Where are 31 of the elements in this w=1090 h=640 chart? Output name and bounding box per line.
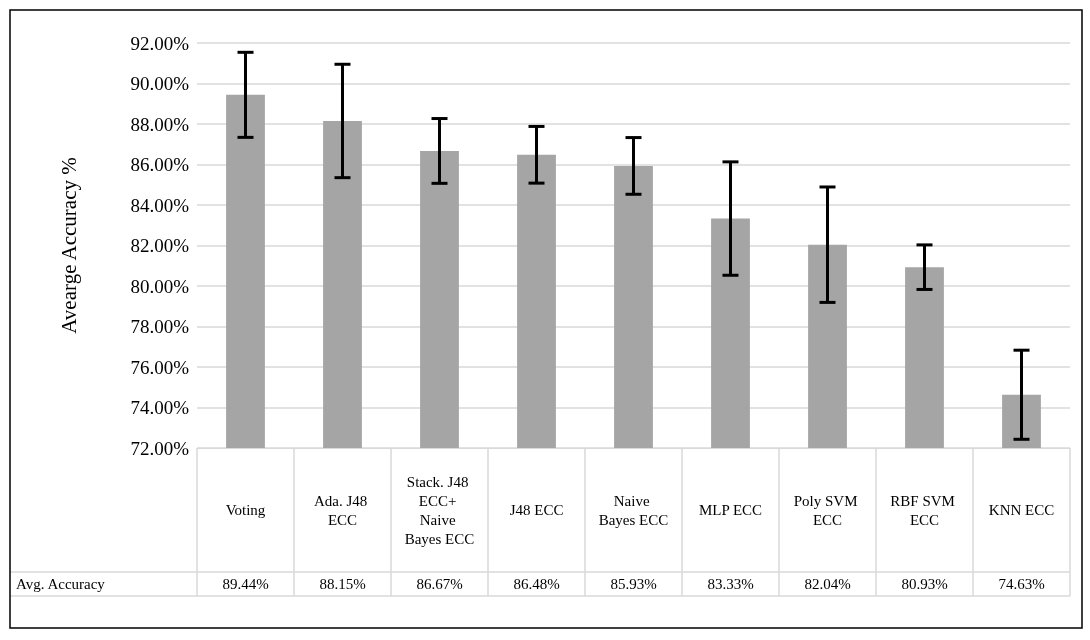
data-label: 82.04% bbox=[804, 576, 851, 592]
y-tick-label: 88.00% bbox=[130, 113, 190, 135]
y-tick-label: 90.00% bbox=[130, 73, 190, 94]
data-label: 86.67% bbox=[416, 576, 463, 592]
y-axis-title: Avearge Accuracy % bbox=[56, 157, 81, 334]
y-tick-label: 84.00% bbox=[130, 194, 190, 216]
data-label: 85.93% bbox=[610, 576, 657, 592]
data-label: 88.15% bbox=[319, 576, 366, 592]
x-tick-label: Voting bbox=[225, 502, 266, 518]
x-tick-label: Poly SVM ECC bbox=[793, 492, 862, 528]
x-tick-label: J48 ECC bbox=[509, 502, 564, 518]
data-label: 74.63% bbox=[998, 576, 1045, 592]
x-tick-label: Naive Bayes ECC bbox=[598, 492, 669, 528]
y-tick-label: 92.00% bbox=[130, 32, 190, 54]
y-tick-label: 74.00% bbox=[130, 397, 190, 418]
data-label: 86.48% bbox=[513, 576, 560, 592]
y-tick-label: 80.00% bbox=[130, 275, 190, 297]
x-tick-label: KNN ECC bbox=[988, 502, 1055, 518]
x-tick-label: Stack. J48 ECC+ Naive Bayes ECC bbox=[404, 473, 475, 547]
data-label: 80.93% bbox=[901, 576, 948, 592]
text: Avg. Accuracy bbox=[16, 576, 106, 592]
y-tick-label: 76.00% bbox=[130, 356, 190, 378]
y-tick-label: 82.00% bbox=[130, 235, 190, 256]
x-tick-label: Ada. J48 ECC bbox=[313, 492, 372, 528]
data-label: 89.44% bbox=[222, 576, 269, 592]
x-tick-label: RBF SVM ECC bbox=[890, 492, 959, 528]
x-tick-label: MLP ECC bbox=[698, 502, 763, 518]
y-tick-label: 72.00% bbox=[130, 437, 190, 459]
y-tick-label: 78.00% bbox=[130, 316, 190, 337]
data-label: 83.33% bbox=[707, 576, 754, 592]
y-tick-label: 86.00% bbox=[130, 154, 190, 175]
